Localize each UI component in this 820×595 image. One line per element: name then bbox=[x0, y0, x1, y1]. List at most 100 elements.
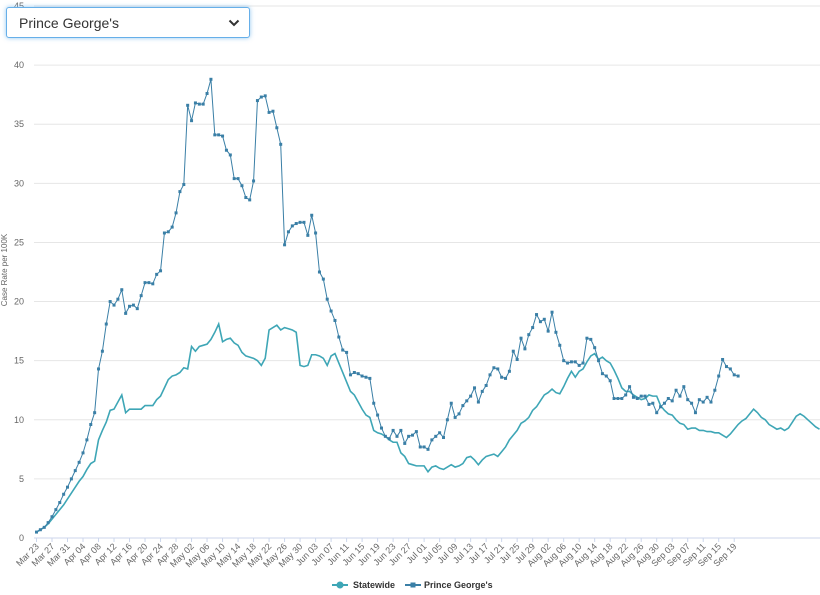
data-point bbox=[159, 269, 163, 273]
data-point bbox=[457, 412, 461, 416]
data-point bbox=[542, 317, 546, 321]
data-point bbox=[651, 401, 655, 405]
data-point bbox=[523, 347, 527, 351]
data-point bbox=[190, 119, 194, 123]
data-point bbox=[643, 394, 647, 398]
series-1 bbox=[35, 77, 740, 534]
data-point bbox=[201, 102, 205, 106]
data-point bbox=[162, 231, 166, 235]
data-point bbox=[42, 525, 46, 529]
data-point bbox=[496, 367, 500, 371]
data-point bbox=[628, 385, 632, 389]
data-point bbox=[461, 404, 465, 408]
data-point bbox=[442, 436, 446, 440]
data-point bbox=[379, 426, 383, 430]
legend-item-0[interactable]: Statewide bbox=[332, 580, 395, 590]
y-tick-label: 30 bbox=[14, 178, 24, 188]
data-point bbox=[345, 350, 349, 354]
data-point bbox=[465, 399, 469, 403]
data-point bbox=[376, 413, 380, 417]
data-point bbox=[701, 400, 705, 404]
legend: Statewide Prince George's bbox=[332, 580, 493, 590]
data-point bbox=[488, 373, 492, 377]
data-point bbox=[449, 401, 453, 405]
data-point bbox=[182, 183, 186, 187]
data-point bbox=[430, 438, 434, 442]
data-point bbox=[612, 396, 616, 400]
data-point bbox=[732, 373, 736, 377]
data-point bbox=[97, 367, 101, 371]
data-point bbox=[240, 184, 244, 188]
legend-circle-marker bbox=[336, 581, 344, 589]
data-point bbox=[453, 415, 457, 419]
data-point bbox=[124, 311, 128, 315]
data-point bbox=[131, 303, 135, 307]
data-point bbox=[166, 230, 170, 234]
data-point bbox=[434, 434, 438, 438]
data-point bbox=[581, 361, 585, 365]
data-point bbox=[713, 388, 717, 392]
y-axis: 0 5 10 15 20 25 30 35 40 45 bbox=[14, 1, 24, 543]
data-point bbox=[54, 508, 58, 512]
y-tick-label: 10 bbox=[14, 415, 24, 425]
data-point bbox=[659, 405, 663, 409]
data-point bbox=[391, 428, 395, 432]
data-point bbox=[228, 153, 232, 157]
data-point bbox=[306, 233, 310, 237]
data-point bbox=[317, 270, 321, 274]
data-point bbox=[538, 320, 542, 324]
legend-square-marker bbox=[410, 582, 416, 588]
data-point bbox=[302, 220, 306, 224]
data-point bbox=[255, 99, 259, 103]
data-point bbox=[670, 399, 674, 403]
data-point bbox=[263, 94, 267, 98]
data-point bbox=[422, 445, 426, 449]
data-point bbox=[500, 375, 504, 379]
data-point bbox=[321, 277, 325, 281]
data-point bbox=[151, 282, 155, 286]
data-point bbox=[62, 492, 66, 496]
legend-label: Prince George's bbox=[424, 580, 493, 590]
y-tick-label: 0 bbox=[19, 533, 24, 543]
data-point bbox=[279, 142, 283, 146]
data-point bbox=[104, 322, 108, 326]
data-point bbox=[360, 374, 364, 378]
series-line bbox=[36, 321, 820, 533]
data-point bbox=[662, 401, 666, 405]
legend-item-1[interactable]: Prince George's bbox=[405, 580, 493, 590]
data-point bbox=[484, 383, 488, 387]
data-point bbox=[608, 379, 612, 383]
data-point bbox=[186, 103, 190, 107]
data-point bbox=[205, 91, 209, 95]
data-point bbox=[77, 460, 81, 464]
data-point bbox=[325, 297, 329, 301]
data-point bbox=[558, 343, 562, 347]
data-point bbox=[275, 126, 279, 130]
data-point bbox=[573, 360, 577, 364]
data-point bbox=[58, 501, 62, 505]
data-point bbox=[515, 357, 519, 361]
data-point bbox=[174, 211, 178, 215]
data-point bbox=[112, 303, 116, 307]
data-point bbox=[120, 288, 124, 292]
y-tick-label: 20 bbox=[14, 297, 24, 307]
data-point bbox=[709, 400, 713, 404]
data-point bbox=[624, 393, 628, 397]
data-point bbox=[697, 398, 701, 402]
data-point bbox=[329, 309, 333, 313]
data-point bbox=[577, 363, 581, 367]
data-point bbox=[535, 313, 539, 317]
data-point bbox=[143, 281, 147, 285]
data-point bbox=[368, 376, 372, 380]
data-point bbox=[35, 530, 38, 534]
data-point bbox=[604, 374, 608, 378]
data-point bbox=[348, 373, 352, 377]
county-select-value: Prince George's bbox=[19, 14, 119, 31]
county-select[interactable]: Prince George's bbox=[6, 7, 250, 38]
data-point bbox=[178, 190, 182, 194]
data-point bbox=[286, 230, 290, 234]
data-point bbox=[221, 134, 225, 138]
data-point bbox=[531, 326, 535, 330]
data-point bbox=[655, 411, 659, 415]
